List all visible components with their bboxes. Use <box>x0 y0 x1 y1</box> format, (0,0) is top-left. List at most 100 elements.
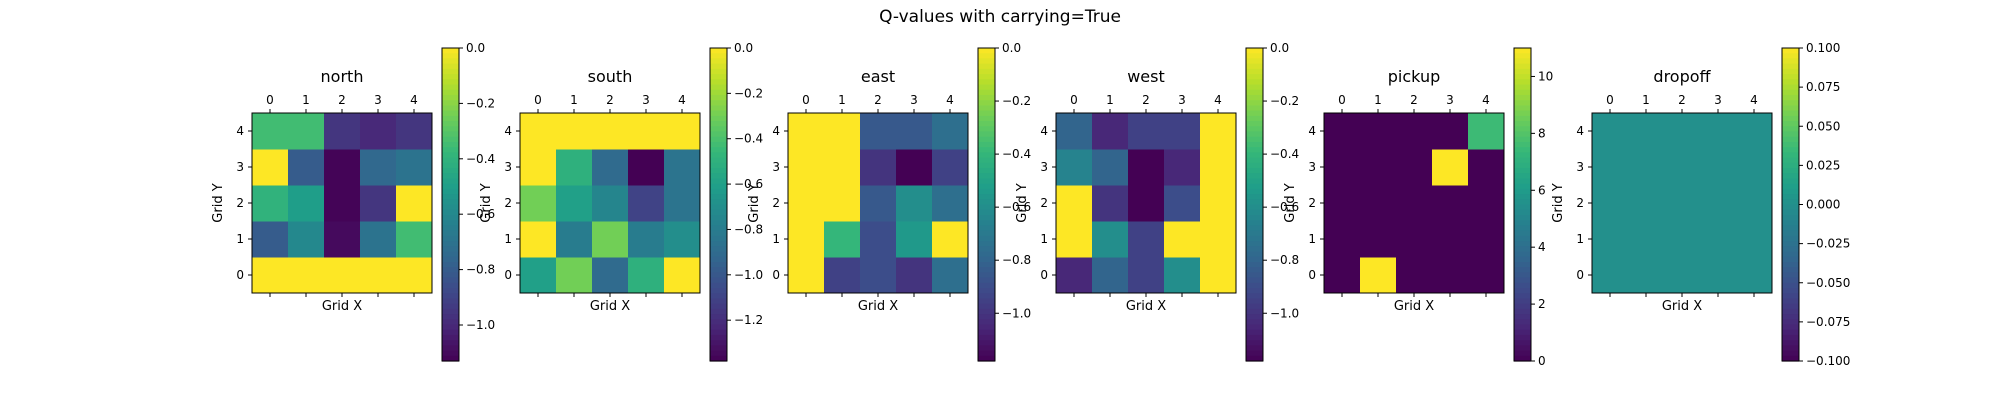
y-tick-label: 3 <box>236 160 244 174</box>
x-tick-label: 0 <box>1338 93 1346 107</box>
panel-title: north <box>321 67 364 86</box>
colorbar-segment <box>1246 199 1263 206</box>
heatmap-cell <box>520 149 557 186</box>
heatmap-cell <box>360 257 397 294</box>
colorbar-segment <box>1246 63 1263 70</box>
heatmap-cell <box>592 185 629 222</box>
colorbar-segment <box>442 293 459 299</box>
colorbar-segment <box>1246 340 1263 346</box>
colorbar-segment <box>710 100 727 106</box>
colorbar-segment <box>978 68 995 75</box>
heatmap-cell <box>896 257 933 294</box>
heatmap-cell <box>1092 221 1129 258</box>
colorbar-segment <box>1782 110 1799 117</box>
colorbar-segment <box>710 308 727 315</box>
heatmap-cell <box>520 113 557 150</box>
heatmap-cell <box>1432 257 1469 294</box>
colorbar-tick-label: −0.2 <box>734 86 763 100</box>
colorbar-segment <box>1782 340 1799 346</box>
heatmap-cell <box>252 149 289 186</box>
heatmap-cell <box>824 113 861 150</box>
colorbar-segment <box>1782 256 1799 263</box>
colorbar-segment <box>710 167 727 174</box>
colorbar-segment <box>1514 100 1531 106</box>
colorbar-segment <box>1782 267 1799 273</box>
colorbar-segment <box>442 147 459 153</box>
colorbar-tick-label: −0.6 <box>1002 200 1031 214</box>
colorbar-segment <box>710 204 727 211</box>
x-axis-label: Grid X <box>322 299 362 314</box>
colorbar-segment <box>710 282 727 289</box>
heatmap-cell <box>1128 221 1165 258</box>
colorbar-segment <box>1514 194 1531 200</box>
colorbar-segment <box>1514 162 1531 169</box>
y-tick-label: 2 <box>1308 196 1316 210</box>
colorbar-segment <box>978 308 995 315</box>
panel-title: pickup <box>1388 67 1440 86</box>
colorbar-segment <box>1246 53 1263 60</box>
heatmap-cell <box>396 149 433 186</box>
colorbar-segment <box>978 79 995 86</box>
colorbar-segment <box>1514 141 1531 148</box>
colorbar-segment <box>978 58 995 65</box>
colorbar-segment <box>1246 256 1263 263</box>
colorbar-segment <box>978 350 995 357</box>
colorbar-segment <box>1782 89 1799 96</box>
y-tick-label: 0 <box>1576 268 1584 282</box>
y-tick-label: 3 <box>1040 160 1048 174</box>
colorbar-tick-label: −1.0 <box>1270 306 1299 320</box>
colorbar-segment <box>1514 199 1531 206</box>
heatmap-cell <box>1324 221 1361 258</box>
colorbar-segment <box>442 324 459 331</box>
heatmap-cell <box>1628 149 1665 186</box>
colorbar-segment <box>442 282 459 289</box>
colorbar-segment <box>1514 126 1531 133</box>
colorbar-tick-label: 0.0 <box>1270 41 1289 55</box>
colorbar-segment <box>710 105 727 112</box>
heatmap-cell <box>628 185 665 222</box>
heatmap-cell <box>1360 185 1397 222</box>
heatmap-cell <box>1200 185 1237 222</box>
heatmap-cell <box>1092 149 1129 186</box>
colorbar-segment <box>442 308 459 315</box>
colorbar-segment <box>978 53 995 60</box>
colorbar-segment <box>1782 355 1799 362</box>
heatmap-cell <box>1360 113 1397 150</box>
colorbar-tick-label: −0.4 <box>1002 147 1031 161</box>
y-tick-label: 3 <box>772 160 780 174</box>
x-tick-label: 2 <box>1678 93 1686 107</box>
colorbar-segment <box>442 157 459 164</box>
colorbar-segment <box>710 84 727 91</box>
colorbar-segment <box>978 355 995 362</box>
colorbar-segment <box>710 314 727 320</box>
colorbar-tick-label: −0.2 <box>466 96 495 110</box>
colorbar-segment <box>1246 105 1263 112</box>
colorbar-segment <box>442 110 459 117</box>
heatmap-panel-north: north 0 1 2 3 4 0 1 2 3 4 Grid X Grid Y 0.0 −0.2 −0.4 −0… <box>211 41 495 362</box>
colorbar-segment <box>442 209 459 216</box>
colorbar-segment <box>978 340 995 346</box>
colorbar-segment <box>1514 110 1531 117</box>
colorbar-segment <box>1782 157 1799 164</box>
colorbar-tick-label: −0.4 <box>466 152 495 166</box>
colorbar-segment <box>1246 74 1263 80</box>
colorbar-segment <box>1514 329 1531 336</box>
colorbar-segment <box>978 162 995 169</box>
colorbar-tick-label: 4 <box>1538 240 1546 254</box>
colorbar-segment <box>1514 188 1531 195</box>
colorbar-segment <box>1246 334 1263 341</box>
y-axis-label: Grid Y <box>211 183 226 222</box>
colorbar-segment <box>442 214 459 221</box>
heatmap-cell <box>520 257 557 294</box>
colorbar-segment <box>442 241 459 247</box>
heatmap-cell <box>932 113 969 150</box>
heatmap-cell <box>396 221 433 258</box>
colorbar-segment <box>1514 235 1531 242</box>
heatmap-cell <box>252 221 289 258</box>
colorbar-segment <box>442 251 459 258</box>
colorbar-segment <box>1782 329 1799 336</box>
colorbar-segment <box>442 194 459 200</box>
heatmap-cell <box>1700 257 1737 294</box>
colorbar-segment <box>1514 308 1531 315</box>
colorbar-segment <box>1782 173 1799 180</box>
